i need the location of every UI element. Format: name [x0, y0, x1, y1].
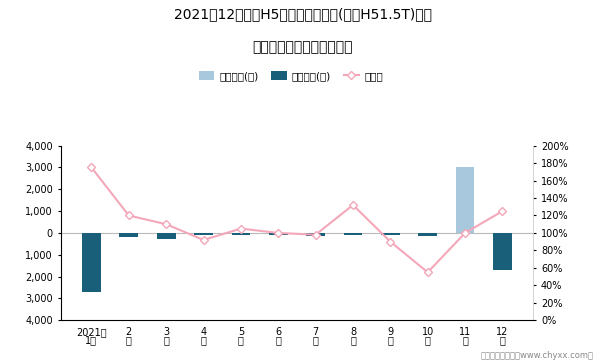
产销率	[387, 240, 394, 244]
产销率	[125, 213, 133, 218]
产销率	[312, 233, 319, 237]
Text: 9: 9	[387, 327, 393, 337]
Text: 月: 月	[350, 336, 356, 345]
Bar	[269, 233, 288, 235]
Bar	[119, 233, 138, 237]
产销率	[162, 222, 170, 226]
Bar	[231, 233, 250, 235]
Text: 2021年: 2021年	[76, 327, 107, 337]
Text: 月: 月	[499, 336, 505, 345]
Text: 10: 10	[422, 327, 434, 337]
Text: 5: 5	[238, 327, 244, 337]
Text: 11: 11	[459, 327, 471, 337]
Text: 8: 8	[350, 327, 356, 337]
Bar	[194, 233, 213, 235]
Text: 4: 4	[201, 327, 207, 337]
Text: 2: 2	[125, 327, 132, 337]
Text: 月: 月	[425, 336, 431, 345]
Text: 月: 月	[163, 336, 169, 345]
Bar	[493, 233, 512, 270]
Text: 制图：智研咨询（www.chyxx.com）: 制图：智研咨询（www.chyxx.com）	[481, 351, 594, 360]
Text: 月: 月	[313, 336, 319, 345]
Text: 12: 12	[496, 327, 508, 337]
产销率	[275, 231, 282, 235]
产销率	[200, 238, 207, 242]
产销率	[349, 203, 356, 207]
Text: 月: 月	[238, 336, 244, 345]
Legend: 积压库存(辆), 清仓库存(辆), 产销率: 积压库存(辆), 清仓库存(辆), 产销率	[195, 67, 387, 86]
Bar	[157, 233, 176, 239]
产销率	[424, 270, 431, 274]
Text: 月: 月	[275, 336, 281, 345]
Line: 产销率: 产销率	[88, 165, 505, 275]
Text: 2021年12月红旗H5旗下最畅销轿车(红旗H51.5T)近一: 2021年12月红旗H5旗下最畅销轿车(红旗H51.5T)近一	[174, 7, 432, 21]
产销率	[238, 226, 245, 231]
Text: 7: 7	[313, 327, 319, 337]
Text: 月: 月	[201, 336, 207, 345]
Bar	[344, 233, 362, 235]
Bar	[381, 233, 400, 235]
产销率	[499, 209, 506, 213]
Bar	[418, 233, 437, 236]
产销率	[88, 165, 95, 170]
Text: 月: 月	[126, 336, 132, 345]
Bar	[82, 233, 101, 292]
Bar	[456, 167, 474, 233]
Text: 年库存情况及产销率统计图: 年库存情况及产销率统计图	[253, 40, 353, 54]
Bar	[306, 233, 325, 236]
Text: 6: 6	[275, 327, 281, 337]
Text: 月: 月	[462, 336, 468, 345]
产销率	[461, 231, 468, 235]
Text: 3: 3	[163, 327, 169, 337]
Text: 1月: 1月	[85, 336, 98, 345]
Text: 月: 月	[387, 336, 393, 345]
